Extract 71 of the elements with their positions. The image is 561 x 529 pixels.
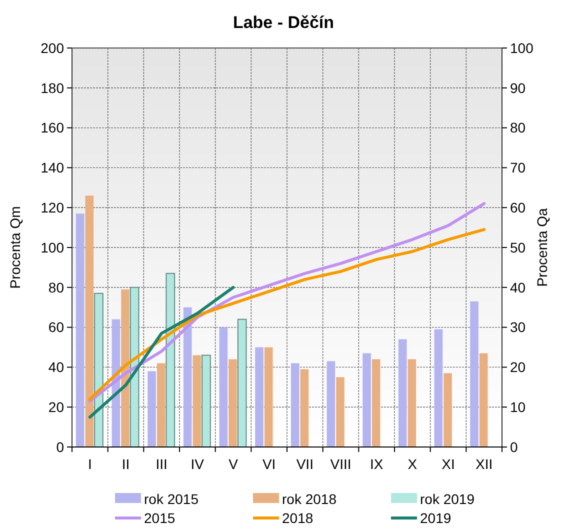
bar bbox=[362, 353, 371, 447]
x-tick-label: XII bbox=[476, 456, 493, 472]
y-tick-label: 160 bbox=[40, 120, 64, 136]
x-tick-label: III bbox=[156, 456, 168, 472]
y2-tick-label: 50 bbox=[510, 239, 526, 256]
legend-label: rok 2015 bbox=[144, 490, 199, 507]
bar bbox=[479, 353, 488, 447]
x-tick-label: II bbox=[122, 456, 130, 472]
bar bbox=[156, 363, 166, 447]
y2-tick-label: 80 bbox=[510, 120, 526, 136]
legend-label: 2019 bbox=[420, 510, 452, 526]
bar bbox=[192, 355, 202, 447]
y-tick-label: 200 bbox=[40, 40, 64, 56]
bar bbox=[264, 347, 273, 447]
y2-tick-label: 20 bbox=[510, 359, 526, 376]
y-tick-label: 80 bbox=[48, 279, 64, 296]
bar bbox=[444, 373, 452, 447]
x-tick-label: VIII bbox=[330, 456, 352, 472]
legend-label: 2015 bbox=[144, 510, 176, 526]
y-tick-label: 60 bbox=[48, 319, 64, 336]
y-tick-label: 100 bbox=[40, 239, 64, 256]
y-tick-label: 120 bbox=[40, 200, 64, 216]
legend-label: rok 2019 bbox=[420, 490, 475, 507]
bar bbox=[255, 347, 264, 447]
bar bbox=[121, 289, 130, 447]
bar bbox=[470, 301, 478, 447]
bar bbox=[85, 196, 94, 447]
bar bbox=[202, 354, 211, 448]
y-tick-label: 140 bbox=[40, 160, 64, 176]
x-tick-label: I bbox=[88, 456, 92, 472]
y-tick-label: 0 bbox=[56, 438, 64, 455]
x-tick-label: VII bbox=[296, 456, 314, 472]
legend-label: rok 2018 bbox=[282, 490, 337, 507]
x-tick-label: IX bbox=[370, 456, 384, 472]
y-axis-title: Procenta Qm bbox=[7, 206, 23, 289]
y2-tick-label: 30 bbox=[510, 319, 526, 336]
bar bbox=[219, 327, 228, 447]
bar bbox=[290, 363, 300, 447]
x-tick-label: IV bbox=[190, 456, 205, 472]
bar bbox=[398, 339, 407, 447]
bar bbox=[336, 377, 344, 447]
bar bbox=[166, 272, 176, 448]
bar bbox=[434, 329, 443, 447]
y2-axis-title: Procenta Qa bbox=[534, 208, 550, 287]
x-tick-label: V bbox=[228, 456, 239, 472]
legend-label: 2018 bbox=[282, 510, 314, 526]
y-tick-label: 180 bbox=[40, 80, 64, 96]
x-tick-label: VI bbox=[262, 456, 276, 472]
bar bbox=[372, 359, 380, 447]
y-tick-label: 20 bbox=[48, 399, 64, 415]
bar bbox=[76, 214, 84, 447]
bar bbox=[94, 292, 104, 448]
y2-tick-label: 0 bbox=[510, 438, 518, 455]
y2-tick-label: 10 bbox=[510, 399, 526, 415]
bar bbox=[237, 318, 247, 448]
bar bbox=[228, 359, 237, 447]
bar bbox=[408, 359, 416, 447]
line-series bbox=[88, 286, 235, 419]
y2-tick-label: 90 bbox=[510, 80, 526, 96]
chart-title: Labe - Děčín bbox=[232, 13, 334, 32]
y2-tick-label: 100 bbox=[510, 40, 534, 56]
bar bbox=[183, 307, 192, 447]
y2-tick-label: 60 bbox=[510, 200, 526, 216]
x-tick-label: XI bbox=[442, 456, 455, 472]
bar bbox=[148, 371, 156, 447]
y-tick-label: 40 bbox=[48, 359, 64, 376]
x-tick-label: X bbox=[408, 456, 418, 472]
y2-tick-label: 70 bbox=[510, 160, 526, 176]
bar bbox=[326, 361, 336, 447]
y2-tick-label: 40 bbox=[510, 279, 526, 296]
bar bbox=[300, 369, 309, 447]
